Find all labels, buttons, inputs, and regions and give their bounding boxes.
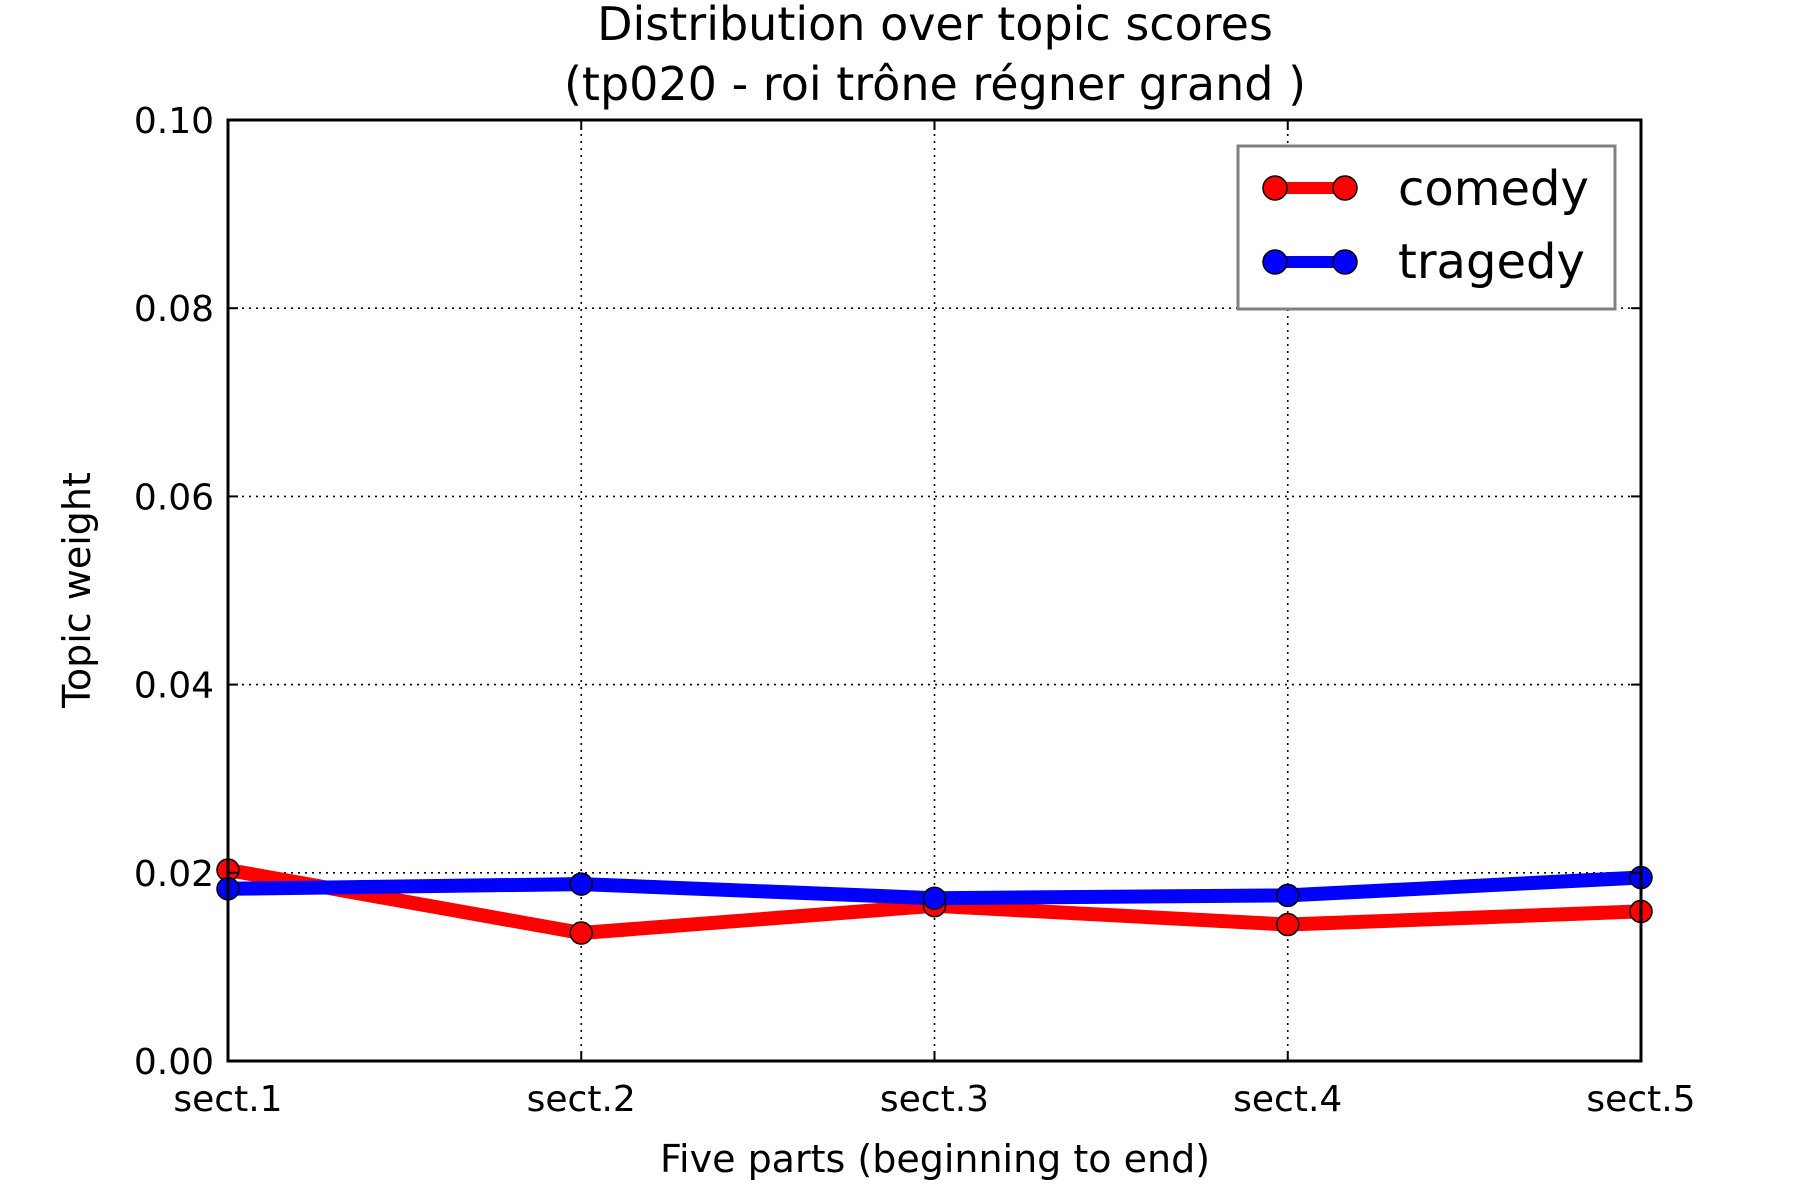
legend-marker-comedy-b: [1332, 175, 1358, 201]
legend-label-comedy: comedy: [1398, 161, 1589, 217]
x-tick-label-3: sect.3: [880, 1079, 989, 1120]
legend-marker-tragedy-a: [1262, 249, 1288, 275]
y-tick-label-3: 0.06: [134, 477, 214, 518]
ticks: [227, 119, 1642, 1062]
y-tick-label-2: 0.04: [134, 666, 214, 707]
x-tick-label-4: sect.4: [1233, 1079, 1342, 1120]
tick-labels: sect.1 sect.2 sect.3 sect.4 sect.5 0.00 0.02 0.…: [134, 101, 1696, 1120]
chart-title-line-1: Distribution over topic scores: [597, 0, 1273, 51]
data-point-tragedy-3: [922, 886, 947, 910]
y-axis-label: Topic weight: [55, 472, 99, 709]
data-point-tragedy-4: [1276, 883, 1300, 908]
chart-title-line-2: (tp020 - roi trône régner grand ): [564, 57, 1306, 111]
y-tick-label-4: 0.08: [134, 289, 214, 330]
x-axis-label: Five parts (beginning to end): [660, 1137, 1210, 1181]
y-tick-label-5: 0.10: [134, 101, 214, 142]
legend-marker-tragedy-b: [1332, 249, 1358, 275]
x-tick-label-5: sect.5: [1586, 1079, 1695, 1120]
legend: comedy tragedy: [1236, 144, 1617, 311]
legend-marker-comedy-a: [1262, 175, 1288, 201]
data-point-comedy-2: [569, 921, 593, 945]
x-tick-label-1: sect.1: [173, 1079, 282, 1120]
y-tick-label-0: 0.00: [134, 1042, 214, 1083]
x-tick-label-2: sect.2: [527, 1079, 636, 1120]
y-tick-label-1: 0.02: [134, 854, 214, 895]
legend-label-tragedy: tragedy: [1398, 234, 1585, 290]
data-point-comedy-4: [1276, 912, 1300, 937]
legend-box: [1236, 144, 1617, 311]
data-point-tragedy-2: [569, 872, 593, 896]
